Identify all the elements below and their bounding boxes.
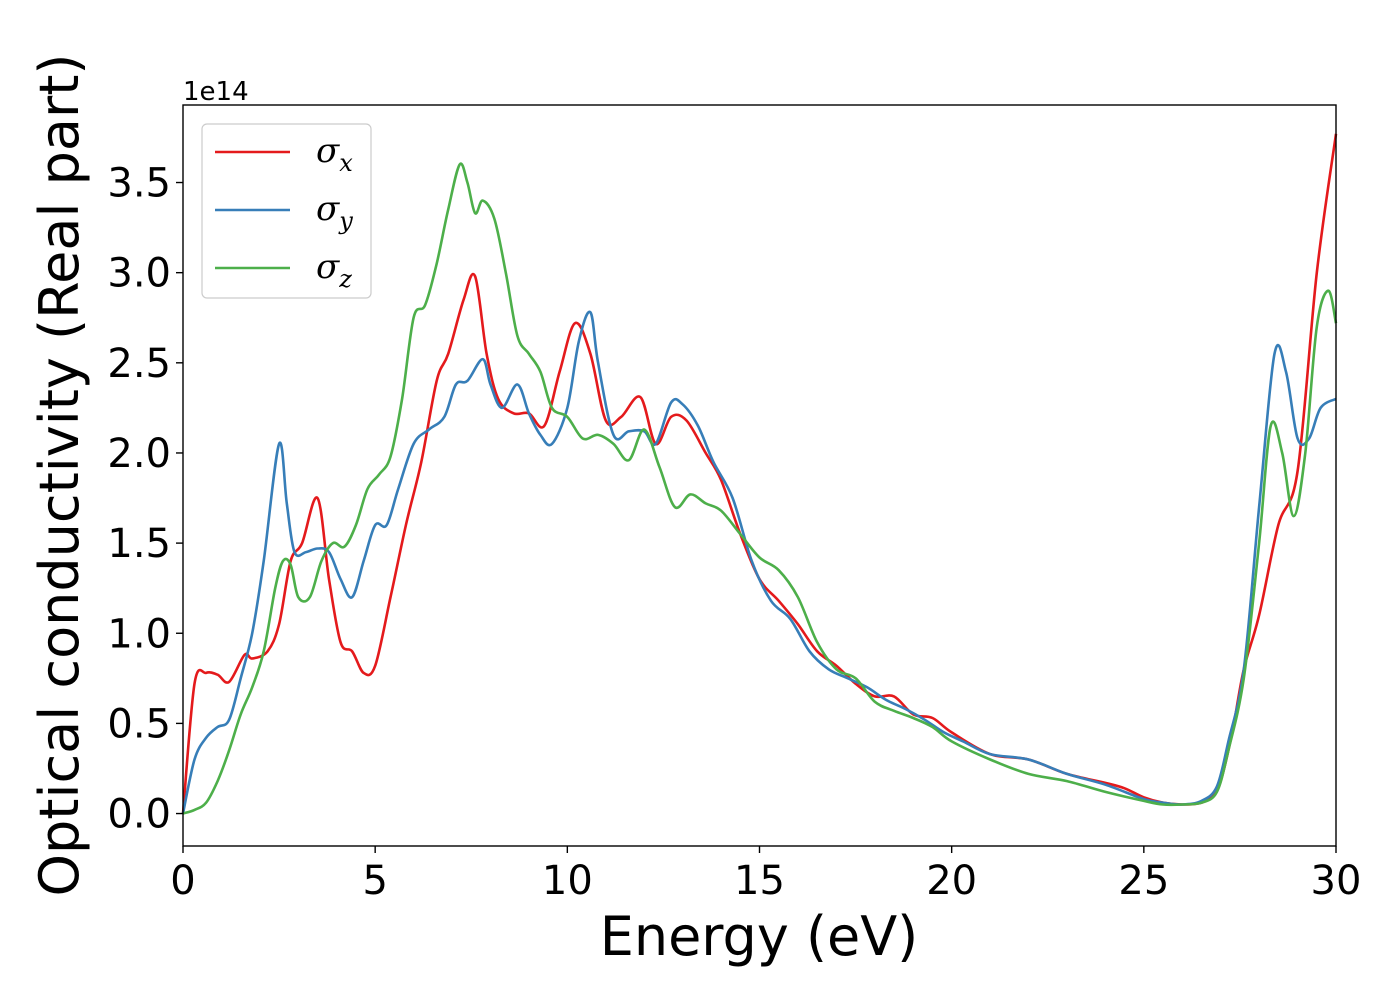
y-axis: 0.0 0.5 1.0 1.5 2.0 2.5 3.0 3.5 xyxy=(107,161,183,838)
y-tick-label: 1.5 xyxy=(107,521,171,567)
x-tick-label: 30 xyxy=(1311,858,1362,904)
x-tick-label: 10 xyxy=(542,858,593,904)
x-axis-title: Energy (eV) xyxy=(600,905,919,968)
y-tick-label: 2.0 xyxy=(107,431,171,477)
y-tick-label: 3.5 xyxy=(107,161,171,207)
y-tick-label: 0.0 xyxy=(107,792,171,838)
series-line-z xyxy=(182,162,1338,815)
x-tick-label: 5 xyxy=(362,858,387,904)
y-tick-label: 1.0 xyxy=(107,611,171,657)
y-tick-label: 3.0 xyxy=(107,251,171,297)
y-offset-label: 1e14 xyxy=(183,77,249,107)
x-tick-label: 0 xyxy=(170,858,195,904)
y-tick-label: 0.5 xyxy=(107,701,171,747)
x-tick-label: 20 xyxy=(926,858,977,904)
y-axis-title: Optical conductivity (Real part) xyxy=(28,54,91,897)
series-layer xyxy=(181,133,1338,815)
y-tick-label: 2.5 xyxy=(107,341,171,387)
series-line-y xyxy=(181,310,1337,814)
x-tick-label: 15 xyxy=(734,858,785,904)
x-axis: 0 5 10 15 20 25 30 xyxy=(170,846,1361,904)
x-tick-label: 25 xyxy=(1118,858,1169,904)
